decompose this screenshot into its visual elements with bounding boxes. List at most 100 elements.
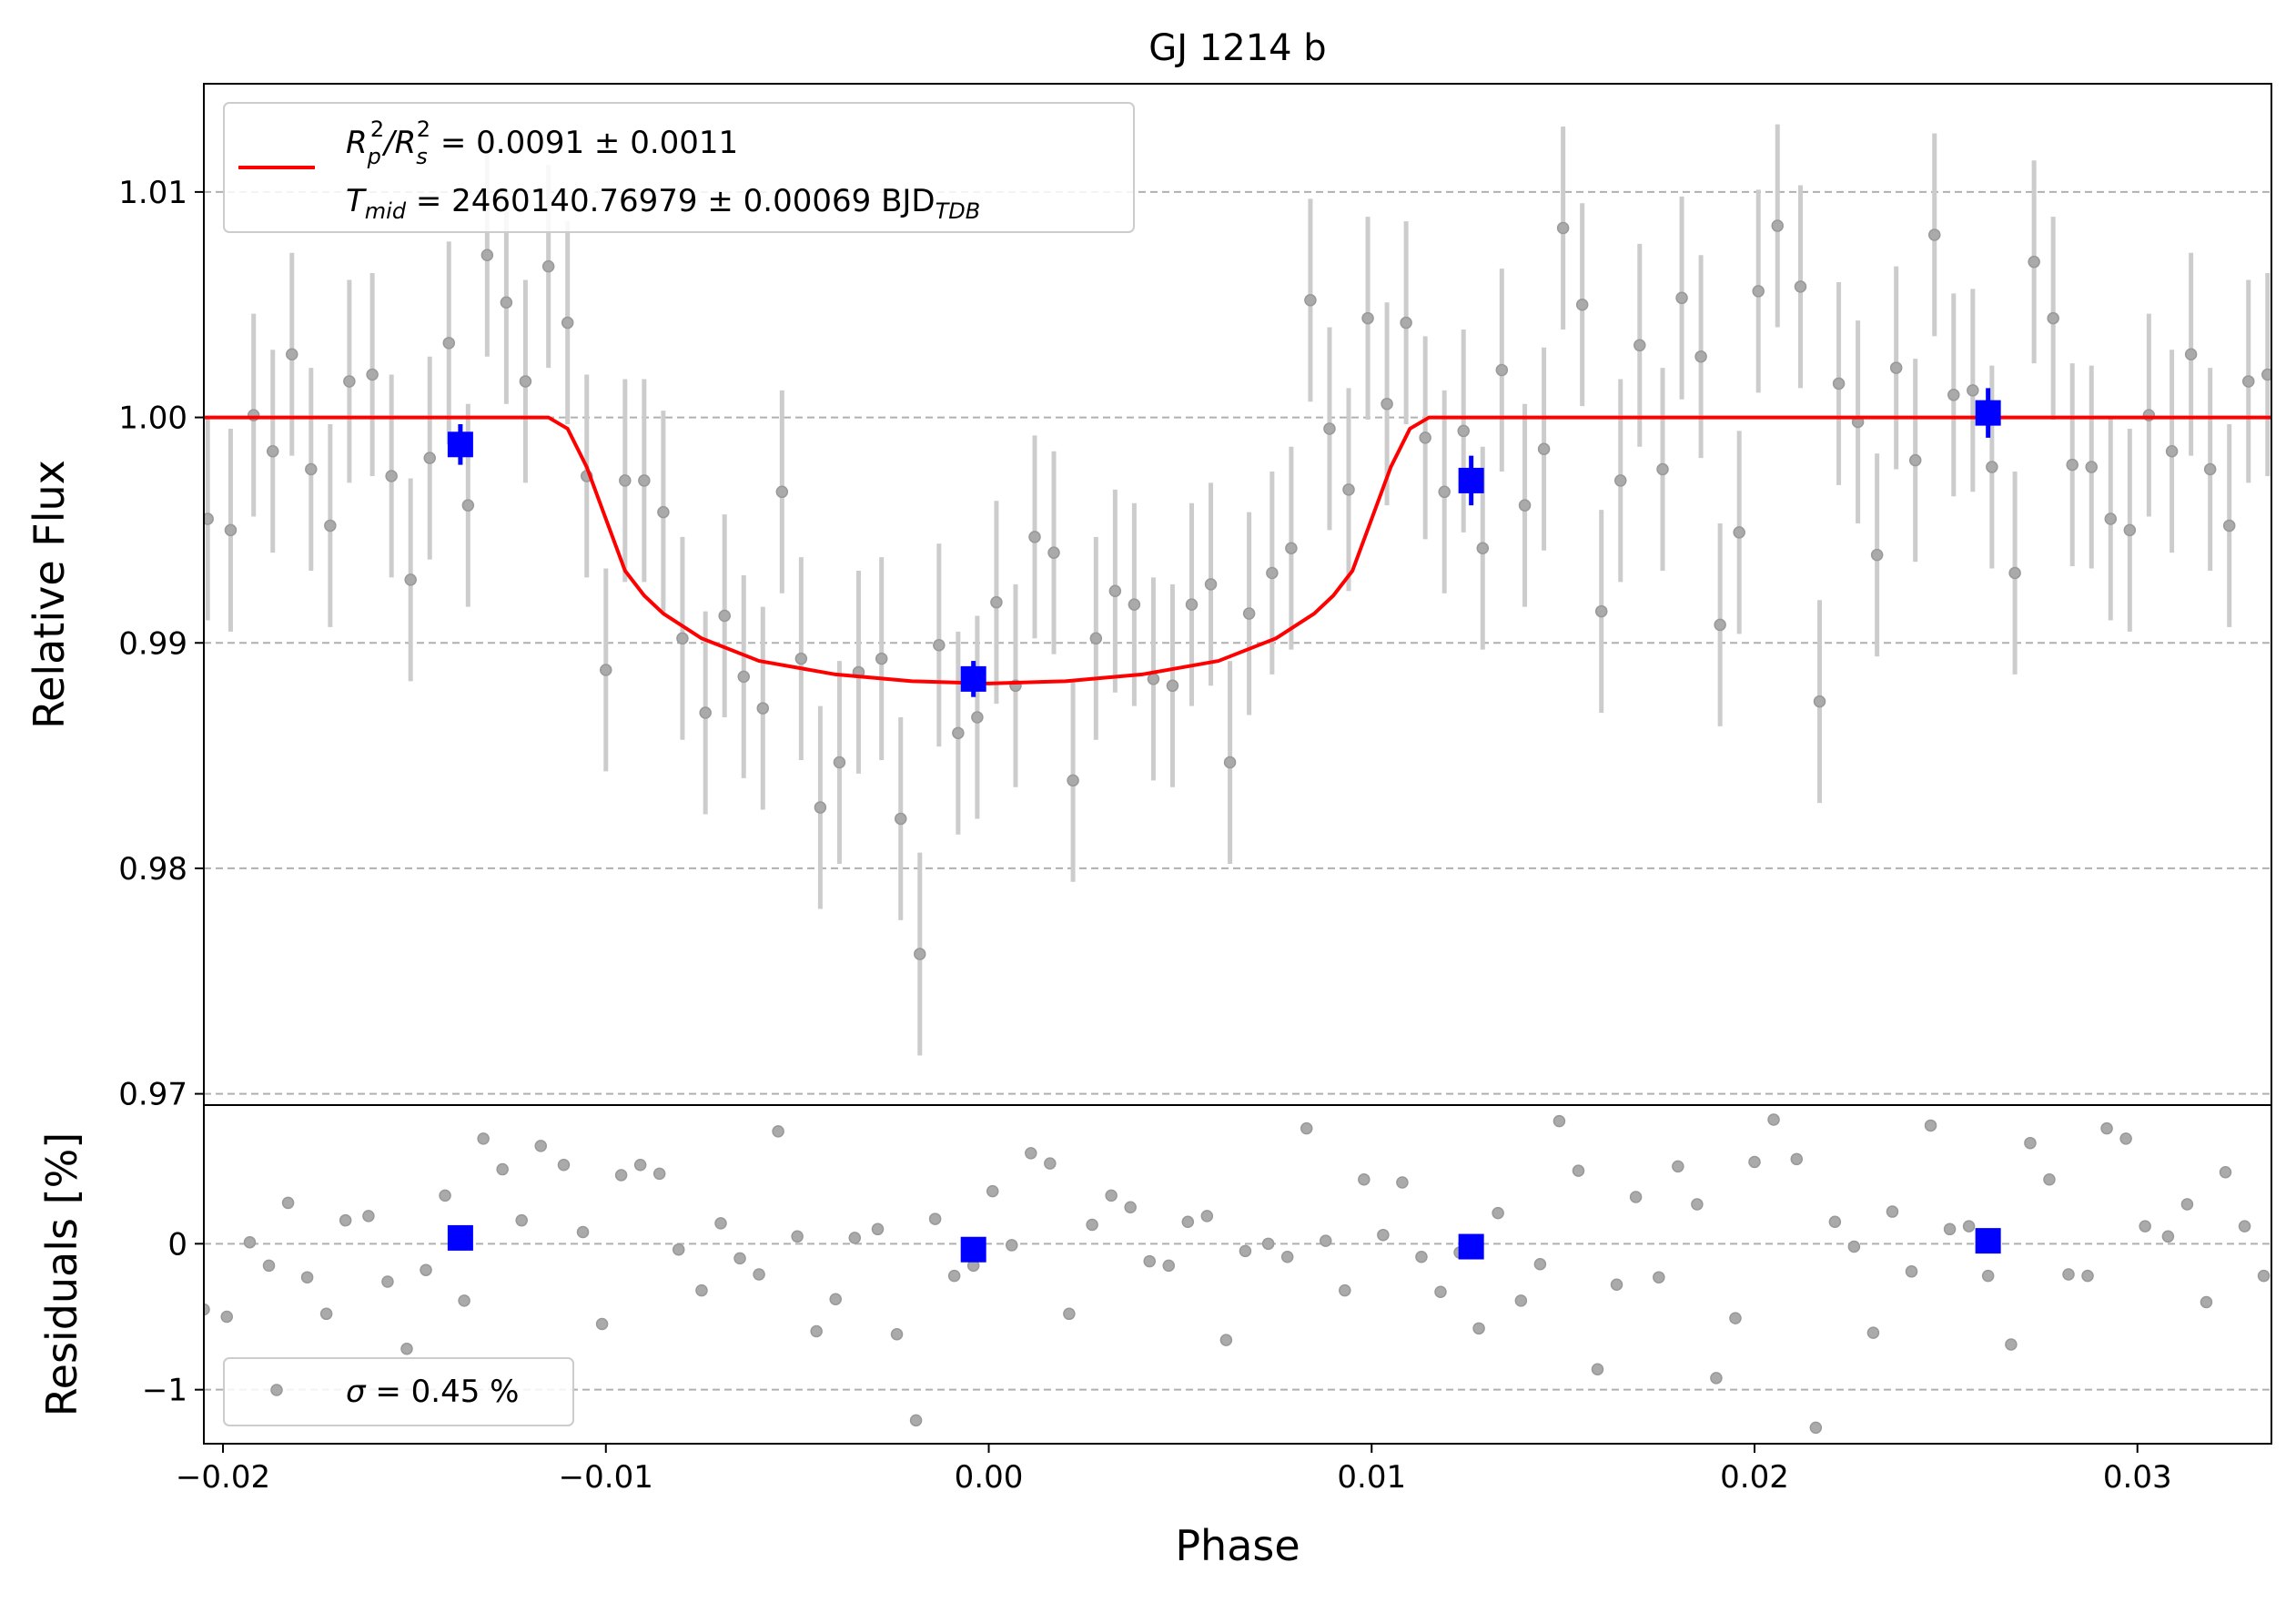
- flux-raw-point: [933, 638, 946, 652]
- flux-y-ticks: 0.97 0.98 0.99 1.00 1.01: [118, 175, 204, 1113]
- residual-raw-point: [1339, 1283, 1351, 1297]
- flux-raw-point: [561, 316, 574, 330]
- flux-raw-point: [1813, 695, 1826, 708]
- flux-raw-point: [833, 756, 846, 769]
- flux-raw-point: [1323, 422, 1336, 435]
- flux-raw-point: [404, 573, 417, 586]
- flux-raw-point: [385, 470, 398, 482]
- residual-raw-point: [1396, 1176, 1409, 1189]
- flux-raw-point: [1400, 316, 1412, 330]
- flux-raw-point: [1285, 542, 1298, 554]
- residual-raw-point: [1962, 1220, 1976, 1233]
- residual-raw-point: [381, 1275, 394, 1288]
- flux-y-tick-label: 0.98: [118, 851, 187, 888]
- flux-raw-point: [1752, 285, 1765, 298]
- residual-y-ticks: −1 0: [142, 1226, 204, 1409]
- flux-raw-point: [1656, 462, 1669, 476]
- residual-raw-point: [928, 1212, 942, 1225]
- residual-raw-point: [1181, 1215, 1195, 1229]
- residual-raw-point: [1748, 1155, 1761, 1169]
- residual-raw-point: [1280, 1251, 1294, 1263]
- residual-raw-point: [1809, 1421, 1823, 1435]
- residual-raw-point: [2180, 1198, 2194, 1211]
- residual-raw-point: [1828, 1215, 1842, 1229]
- residual-raw-point: [672, 1243, 685, 1256]
- flux-raw-point: [324, 519, 337, 533]
- residual-raw-point: [1219, 1334, 1233, 1346]
- residual-raw-point: [1472, 1322, 1485, 1335]
- residual-legend-box: [223, 1357, 574, 1426]
- residual-raw-point: [1653, 1271, 1665, 1283]
- flux-raw-point: [519, 375, 532, 388]
- flux-raw-point: [1771, 219, 1784, 232]
- residual-raw-point: [1434, 1285, 1447, 1298]
- residual-raw-point: [515, 1213, 528, 1227]
- flux-raw-point: [1694, 350, 1707, 363]
- flux-raw-point: [2165, 444, 2179, 458]
- flux-raw-point: [2123, 523, 2137, 537]
- flux-model-line: [204, 415, 2271, 685]
- x-tick-label: 0.00: [955, 1459, 1024, 1496]
- residual-raw-point: [2238, 1220, 2251, 1233]
- flux-raw-point: [1908, 453, 1922, 467]
- flux-raw-point: [2047, 311, 2059, 325]
- flux-raw-point: [1457, 424, 1470, 438]
- residual-raw-point: [576, 1225, 590, 1239]
- flux-raw-point: [1556, 221, 1570, 235]
- residual-raw-point: [1553, 1114, 1566, 1128]
- flux-raw-point: [699, 706, 712, 719]
- flux-raw-point: [1986, 461, 1998, 473]
- residual-raw-point: [1162, 1259, 1176, 1273]
- residual-raw-point: [1300, 1121, 1313, 1135]
- flux-y-tick-label: 0.99: [118, 625, 187, 662]
- flux-binned-point: [1975, 400, 2001, 426]
- residual-raw-point: [695, 1283, 708, 1297]
- flux-raw-point: [1185, 598, 1199, 611]
- residual-binned-points: [447, 1224, 2001, 1263]
- flux-raw-point: [2008, 566, 2021, 580]
- flux-raw-point: [1108, 584, 1122, 598]
- flux-raw-point: [2242, 375, 2255, 388]
- chart-title: GJ 1214 b: [1148, 27, 1326, 69]
- residual-raw-point: [2119, 1132, 2132, 1145]
- residual-binned-point: [1975, 1228, 2001, 1254]
- flux-raw-point: [775, 485, 789, 499]
- flux-raw-point: [224, 523, 238, 537]
- residual-binned-point: [447, 1224, 473, 1251]
- flux-raw-point: [756, 702, 770, 715]
- flux-raw-point: [2066, 458, 2079, 472]
- residual-raw-point: [1866, 1326, 1880, 1339]
- flux-raw-point: [676, 632, 689, 645]
- flux-raw-point: [1419, 431, 1431, 444]
- residual-raw-point: [1261, 1237, 1275, 1251]
- x-axis-ticks: −0.02 −0.01 0.00 0.01 0.02 0.03: [176, 1444, 2172, 1496]
- residual-raw-point: [1006, 1239, 1018, 1252]
- residual-raw-point: [714, 1217, 727, 1230]
- residual-raw-point: [400, 1343, 413, 1355]
- flux-gridlines: [204, 190, 2271, 1095]
- residual-raw-point: [1044, 1157, 1057, 1170]
- residual-raw-point: [890, 1327, 904, 1341]
- flux-raw-point: [442, 337, 456, 350]
- flux-y-tick-label: 0.97: [118, 1077, 187, 1113]
- flux-raw-point: [1438, 485, 1451, 499]
- residual-raw-point: [1105, 1189, 1118, 1202]
- residual-raw-point: [220, 1310, 233, 1324]
- residual-raw-points: [204, 1113, 2271, 1435]
- residual-binned-point: [1458, 1233, 1484, 1260]
- flux-binned-point: [1458, 467, 1484, 493]
- residual-raw-point: [1086, 1218, 1098, 1232]
- legend-tmid-text: Tmid = 2460140.76979 ± 0.00069 BJDTDB: [346, 183, 980, 224]
- flux-raw-point: [875, 652, 888, 665]
- flux-raw-point: [1794, 280, 1807, 293]
- flux-raw-point: [2104, 512, 2118, 525]
- x-tick-label: 0.01: [1337, 1459, 1406, 1496]
- residual-raw-point: [595, 1317, 609, 1331]
- residual-raw-point: [2062, 1268, 2075, 1281]
- residual-raw-point: [1025, 1147, 1037, 1160]
- flux-raw-point: [1613, 474, 1627, 487]
- flux-y-label: Relative Flux: [25, 460, 74, 729]
- flux-raw-point: [2184, 348, 2198, 360]
- residual-raw-point: [829, 1293, 842, 1306]
- flux-raw-point: [1381, 397, 1393, 411]
